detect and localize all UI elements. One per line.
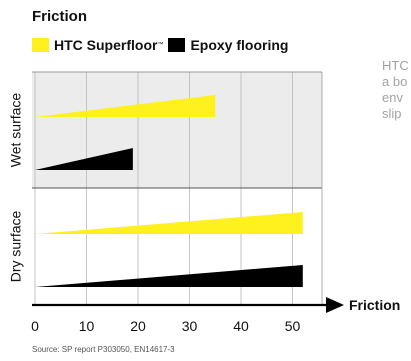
x-axis-label: Friction: [349, 297, 400, 313]
bar-dry-surface-epoxy-flooring: [35, 265, 303, 287]
side-text-line: env: [382, 90, 403, 105]
chart-legend: HTC Superfloor ™ Epoxy flooring: [32, 37, 293, 53]
panel-wet-surface: [32, 72, 322, 188]
trademark-mark: ™: [157, 42, 164, 48]
side-text-line: HTC: [382, 58, 409, 73]
legend-item-epoxy-flooring: Epoxy flooring: [168, 37, 288, 53]
x-tick-label: 10: [79, 318, 95, 334]
side-description-text: HTC a bo env slip: [382, 58, 409, 122]
source-note: Source: SP report P303050, EN14617-3: [32, 345, 175, 354]
x-tick-label: 40: [233, 318, 249, 334]
x-tick-label: 0: [31, 318, 39, 334]
bar-wet-surface-htc-superfloor: [35, 95, 216, 117]
legend-swatch-htc-superfloor: [32, 38, 49, 52]
bar-wet-surface-epoxy-flooring: [35, 148, 133, 170]
x-axis-arrow: [326, 297, 344, 313]
legend-label-epoxy-flooring: Epoxy flooring: [190, 37, 289, 53]
x-tick-label: 20: [130, 318, 146, 334]
side-text-line: slip: [382, 106, 402, 121]
legend-item-htc-superfloor: HTC Superfloor ™: [32, 37, 163, 53]
x-tick-label: 30: [182, 318, 198, 334]
panel-dry-surface: [32, 188, 322, 305]
category-label-wet-surface: Wet surface: [8, 93, 24, 168]
x-tick-label: 50: [285, 318, 301, 334]
side-text-line: a bo: [382, 74, 408, 89]
bar-dry-surface-htc-superfloor: [35, 212, 303, 234]
category-label-dry-surface: Dry surface: [8, 211, 24, 283]
chart-title: Friction: [32, 8, 87, 25]
legend-label-htc-superfloor: HTC Superfloor: [54, 37, 158, 53]
legend-swatch-epoxy-flooring: [168, 38, 186, 52]
